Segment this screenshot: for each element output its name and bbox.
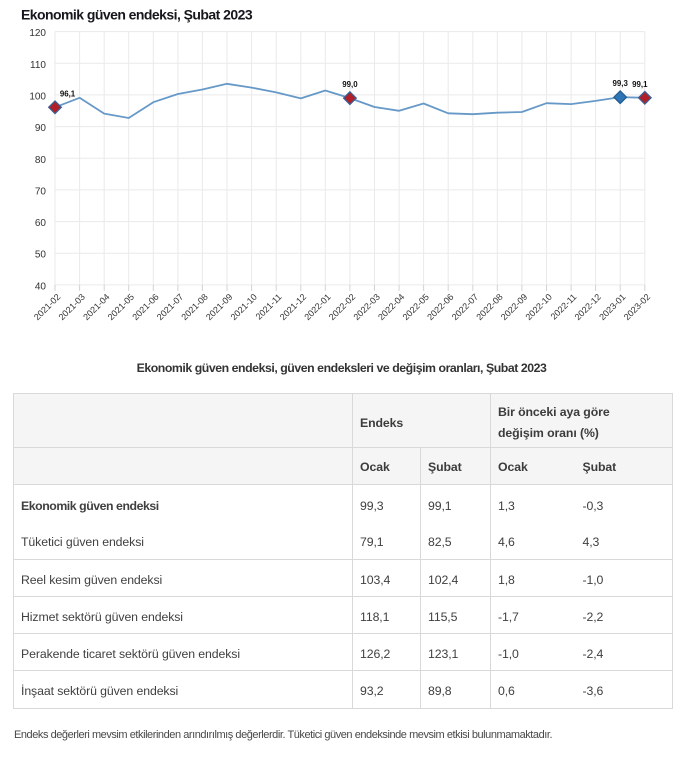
svg-text:110: 110 (30, 60, 46, 71)
svg-text:120: 120 (29, 28, 46, 39)
svg-text:99,0: 99,0 (342, 80, 358, 89)
svg-text:100: 100 (29, 91, 46, 102)
svg-text:2022-10: 2022-10 (523, 292, 553, 322)
svg-text:2023-02: 2023-02 (622, 292, 652, 322)
svg-text:2021-10: 2021-10 (229, 292, 259, 322)
svg-text:99,3: 99,3 (613, 79, 629, 88)
svg-text:80: 80 (35, 155, 47, 166)
svg-text:50: 50 (35, 250, 47, 261)
svg-text:60: 60 (35, 218, 47, 229)
svg-text:96,1: 96,1 (60, 89, 76, 98)
svg-text:40: 40 (35, 281, 47, 292)
svg-text:Ekonomik güven endeksi, Şubat: Ekonomik güven endeksi, Şubat 2023 (21, 7, 253, 23)
svg-text:99,1: 99,1 (632, 80, 648, 89)
svg-text:90: 90 (35, 123, 47, 134)
svg-text:70: 70 (35, 186, 47, 197)
